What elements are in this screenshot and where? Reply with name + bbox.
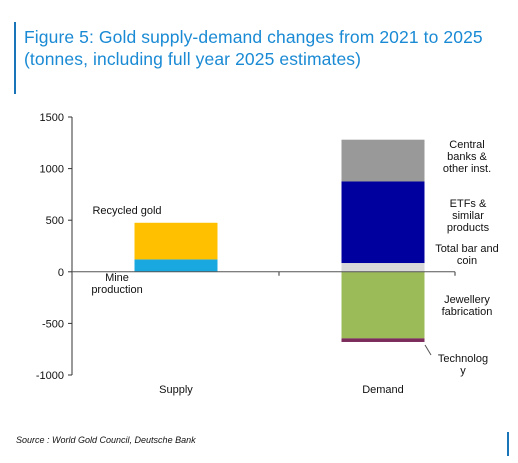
- y-tick-label: 1000: [40, 164, 64, 176]
- y-tick-label: 0: [58, 267, 64, 279]
- series-annotation: coin: [457, 255, 477, 267]
- series-annotation: other inst.: [443, 163, 491, 175]
- series-annotation: fabrication: [442, 306, 493, 318]
- series-annotation: y: [460, 365, 466, 377]
- series-annotation: Total bar and: [435, 243, 499, 255]
- figure-title-line-2: (tonnes, including full year 2025 estima…: [24, 49, 362, 69]
- series-annotation: production: [91, 284, 142, 296]
- series-annotation: Technolog: [438, 353, 488, 365]
- y-tick-label: -1000: [36, 370, 64, 382]
- y-tick-label: 1500: [40, 112, 64, 124]
- bar-recycled-gold: [134, 222, 218, 260]
- series-annotation: ETFs &: [450, 198, 487, 210]
- series-annotation: products: [447, 222, 490, 234]
- series-annotation: Central: [449, 139, 484, 151]
- series-annotation: Mine: [105, 272, 129, 284]
- bar-central-banks-other-inst: [341, 139, 425, 182]
- bar-total-bar-and-coin: [341, 263, 425, 272]
- series-annotation: similar: [452, 210, 484, 222]
- figure-title: Figure 5: Gold supply-demand changes fro…: [24, 26, 514, 70]
- figure-title-line-1: Figure 5: Gold supply-demand changes fro…: [24, 27, 483, 47]
- series-annotation: Recycled gold: [92, 205, 161, 217]
- bar-etfs-similar-products: [341, 181, 425, 264]
- y-tick-label: -500: [42, 318, 64, 330]
- series-annotation: Jewellery: [444, 294, 490, 306]
- x-category-label: Demand: [362, 384, 404, 396]
- series-annotation: banks &: [447, 151, 487, 163]
- bar-jewellery-fabrication: [341, 271, 425, 339]
- technology-leader-line: [424, 344, 432, 356]
- bar-technology: [341, 338, 425, 342]
- x-category-label: Supply: [159, 384, 193, 396]
- y-tick-label: 500: [46, 215, 64, 227]
- source-note: Source : World Gold Council, Deutsche Ba…: [16, 435, 196, 445]
- frame-accent-right: [507, 432, 509, 456]
- bar-mine-production: [134, 259, 218, 272]
- frame-accent-left: [14, 22, 16, 94]
